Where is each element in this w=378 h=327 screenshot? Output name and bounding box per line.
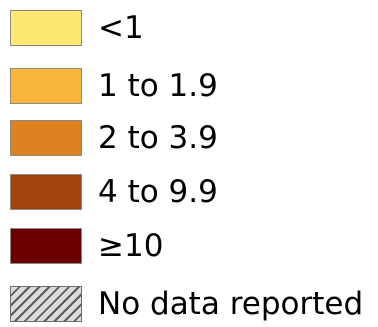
legend-label: <1 [98,10,144,46]
legend-label: ≥10 [98,228,164,264]
legend-label: 2 to 3.9 [98,120,218,156]
legend-swatch [10,120,82,156]
legend-swatch [10,10,82,46]
legend-item-no-data: No data reported [0,286,378,326]
legend-item-ge10: ≥10 [0,228,378,268]
legend-item-1-to-1-9: 1 to 1.9 [0,68,378,108]
legend-item-lt1: <1 [0,10,378,50]
legend-label: 1 to 1.9 [98,68,218,104]
legend-item-2-to-3-9: 2 to 3.9 [0,120,378,160]
legend-swatch [10,228,82,264]
legend-label: No data reported [98,286,364,322]
legend-label: 4 to 9.9 [98,174,218,210]
legend-swatch [10,68,82,104]
legend-swatch [10,174,82,210]
legend-item-4-to-9-9: 4 to 9.9 [0,174,378,214]
legend-swatch-hatched [10,286,82,322]
